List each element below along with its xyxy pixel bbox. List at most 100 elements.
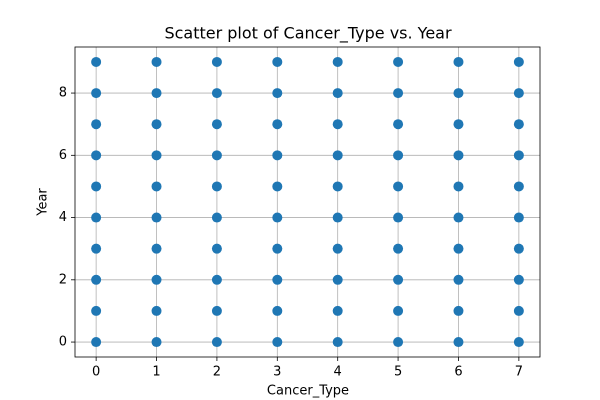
point [272,243,283,254]
y-tick-label: 8 [59,86,67,101]
point [91,150,102,161]
point [211,88,222,99]
point [211,274,222,285]
point [332,243,343,254]
point [393,243,404,254]
x-tick-label: 1 [152,365,160,380]
point [453,305,464,316]
point [272,150,283,161]
point [151,56,162,67]
point [91,88,102,99]
point [393,88,404,99]
point [151,181,162,192]
point [272,88,283,99]
point [272,305,283,316]
point [393,150,404,161]
x-tick-label: 3 [273,365,281,380]
point [513,337,524,348]
point [453,243,464,254]
point [453,150,464,161]
point [272,337,283,348]
point [91,181,102,192]
point [513,212,524,223]
point [453,337,464,348]
point [91,274,102,285]
point [513,274,524,285]
point [393,56,404,67]
point [151,119,162,130]
point [332,56,343,67]
point [453,181,464,192]
point [272,119,283,130]
y-tick-label: 4 [59,210,67,225]
point [151,274,162,285]
point [211,119,222,130]
point [513,150,524,161]
point [453,88,464,99]
point [91,337,102,348]
y-tick-label: 0 [59,335,67,350]
point [272,181,283,192]
point [91,119,102,130]
point [151,305,162,316]
grid [75,47,540,357]
point [332,88,343,99]
x-tick-label: 5 [394,365,402,380]
point [91,56,102,67]
x-tick-label: 0 [92,365,100,380]
y-tick-label: 2 [59,272,67,287]
x-tick-label: 4 [334,365,342,380]
point [151,243,162,254]
axes-frame [74,46,541,358]
point [513,305,524,316]
y-axis-label: Year [36,188,51,217]
point [332,119,343,130]
point [513,181,524,192]
point [393,337,404,348]
point [332,150,343,161]
x-tick-label: 7 [515,365,523,380]
point [211,56,222,67]
point [453,56,464,67]
point [513,56,524,67]
point [513,88,524,99]
point [91,305,102,316]
point [211,305,222,316]
point [332,337,343,348]
point [453,274,464,285]
point [211,212,222,223]
point [393,119,404,130]
point [332,305,343,316]
point [151,88,162,99]
points [91,56,524,348]
x-tick-label: 2 [213,365,221,380]
x-axis-label: Cancer_Type [267,384,349,399]
point [513,119,524,130]
point [151,150,162,161]
point [211,337,222,348]
point [332,181,343,192]
point [393,305,404,316]
y-tick-label: 6 [59,148,67,163]
point [151,337,162,348]
point [91,212,102,223]
point [91,243,102,254]
point [211,150,222,161]
x-tick-label: 6 [454,365,462,380]
point [453,119,464,130]
point [272,56,283,67]
point [453,212,464,223]
point [272,212,283,223]
point [332,274,343,285]
point [211,181,222,192]
point [393,181,404,192]
point [513,243,524,254]
point [393,274,404,285]
chart-title: Scatter plot of Cancer_Type vs. Year [164,24,452,44]
point [272,274,283,285]
point [211,243,222,254]
point [151,212,162,223]
point [393,212,404,223]
point [332,212,343,223]
